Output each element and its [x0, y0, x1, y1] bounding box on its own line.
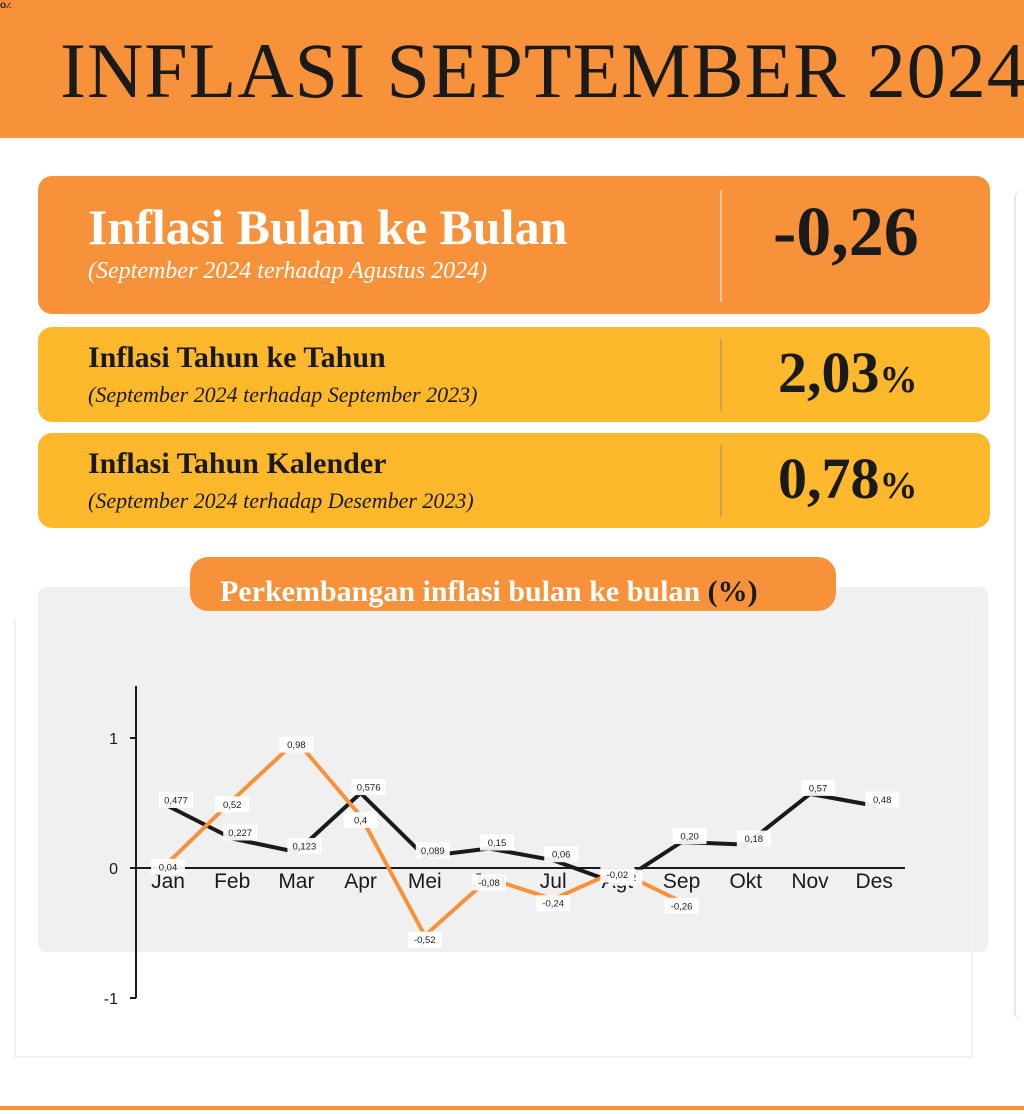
card-subtitle: (September 2024 terhadap September 2023) [88, 382, 478, 407]
data-label: 0,98 [287, 740, 306, 751]
data-label-box [223, 824, 258, 841]
data-label: 0,57 [809, 783, 828, 794]
x-tick-label: Mar [278, 870, 314, 893]
data-label-box [600, 866, 635, 883]
data-label-box [480, 834, 514, 851]
y-tick-label: -1 [104, 991, 118, 1008]
data-label: 0,576 [357, 783, 381, 794]
data-label: 0,477 [164, 795, 188, 806]
card-divider [720, 339, 722, 411]
card-year-to-date: Inflasi Tahun Kalender (September 2024 t… [38, 433, 990, 528]
y-tick-label: 1 [109, 731, 118, 748]
data-label: 0,089 [421, 846, 445, 857]
card-divider [720, 190, 722, 302]
data-label-box [159, 791, 193, 808]
x-tick-label: Nov [791, 870, 829, 893]
accent-bar [0, 8, 14, 128]
data-label: -0,08 [478, 878, 500, 889]
data-label: 0,123 [293, 842, 317, 853]
data-label-box [536, 895, 571, 912]
data-label-box [415, 842, 450, 859]
chart-title: Perkembangan inflasi bulan ke bulan (%) [220, 575, 758, 609]
data-label: 0,15 [488, 838, 507, 849]
data-label: 0,20 [680, 832, 699, 843]
data-label: -0,24 [542, 899, 564, 910]
data-label: 0,06 [552, 850, 571, 861]
x-tick-label: Okt [729, 870, 762, 893]
right-edge-panel [1014, 190, 1024, 1020]
card-value: 2,03% [778, 341, 918, 405]
card-value-unit: % [879, 465, 918, 507]
card-divider [720, 445, 722, 517]
data-label: 0,227 [228, 828, 252, 839]
data-label-box [672, 828, 707, 844]
chart-title-pill: Perkembangan inflasi bulan ke bulan (%) [190, 557, 836, 611]
x-tick-label: Mei [408, 870, 442, 893]
data-label: -0,02 [607, 870, 629, 881]
card-value-number: 2,03 [778, 340, 880, 405]
card-month-to-month: Inflasi Bulan ke Bulan (September 2024 t… [38, 176, 990, 314]
card-value-number: 0,78 [778, 446, 880, 511]
card-label: Inflasi Tahun Kalender [88, 447, 387, 480]
data-label-box [472, 874, 506, 891]
data-label: 0,04 [159, 862, 178, 873]
card-label: Inflasi Tahun ke Tahun [88, 341, 386, 374]
chart-frame [14, 618, 973, 1058]
x-tick-label: Jul [540, 870, 567, 893]
page-title: INFLASI SEPTEMBER 2024 [60, 27, 1024, 114]
x-tick-label: Jan [151, 870, 185, 893]
chart-title-unit: (%) [707, 575, 758, 608]
bottom-accent-line [0, 1106, 1024, 1110]
card-value: -0,26 [773, 194, 919, 271]
data-label-box [279, 736, 314, 753]
x-tick-label: Feb [214, 870, 250, 893]
data-label-box [151, 858, 185, 875]
card-value-unit: % [879, 359, 918, 401]
card-year-on-year: Inflasi Tahun ke Tahun (September 2024 t… [38, 327, 990, 422]
x-tick-label: Des [856, 870, 893, 893]
y-tick-label: 0 [109, 861, 118, 878]
data-label-box [351, 779, 386, 796]
data-label: -0,26 [671, 901, 693, 912]
data-label-box [736, 830, 771, 847]
data-label: 0,4 [354, 816, 367, 827]
data-label: 0,18 [745, 834, 764, 845]
chart-title-text: Perkembangan inflasi bulan ke bulan [220, 575, 701, 608]
data-label: -0,52 [414, 935, 436, 946]
chart-background [38, 587, 988, 952]
data-label-box [865, 791, 900, 808]
data-label-box [801, 779, 835, 796]
data-label-box [544, 846, 579, 863]
x-tick-label: Apr [344, 870, 377, 893]
card-value-unit: % [0, 0, 1024, 138]
card-label: Inflasi Bulan ke Bulan [88, 199, 568, 255]
data-label-box [343, 812, 378, 828]
data-label: 0,52 [223, 800, 242, 811]
data-label-box [407, 931, 442, 948]
card-value: 0,78% [778, 447, 918, 511]
data-label: 0,48 [873, 795, 892, 806]
card-subtitle: (September 2024 terhadap Desember 2023) [88, 488, 474, 513]
card-subtitle: (September 2024 terhadap Agustus 2024) [88, 258, 488, 284]
x-tick-label: Sep [663, 870, 700, 893]
data-label-box [215, 796, 250, 813]
data-label-box [664, 897, 699, 914]
data-label-box [287, 838, 322, 855]
